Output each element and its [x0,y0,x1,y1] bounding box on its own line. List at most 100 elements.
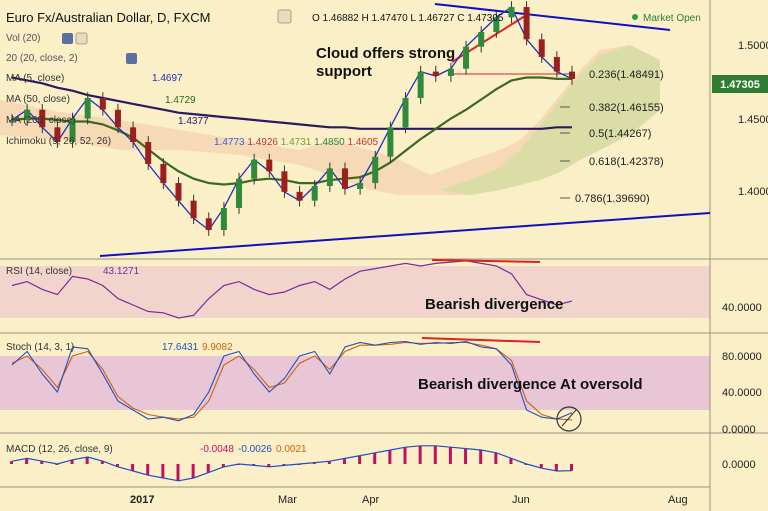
stoch-d-line [11,341,573,421]
candle-body [357,183,364,189]
macd-histogram-bar [433,445,437,464]
candle-body [236,178,243,208]
candle-body [341,168,348,189]
macd-histogram-bar [388,450,392,464]
candle-body [523,7,530,40]
legend-bb: 20 (20, close, 2) [6,53,78,64]
ichimoku-value: 1.4926 [245,137,279,148]
macd-histogram-bar [539,464,543,469]
macd-histogram-bar [418,445,422,464]
macd-histogram-bar [252,464,256,466]
macd-histogram-bar [70,459,74,464]
oversold-marker-arrow [561,409,577,427]
settings-icon[interactable] [62,33,73,44]
macd-histogram-bar [479,450,483,464]
price-tick: 1.50000 [738,40,768,52]
macd-histogram-bar [131,464,135,471]
current-price-tag [712,75,768,93]
candle-body [311,186,318,201]
macd-line [11,445,573,482]
current-price: 1.47305 [720,79,760,91]
candle-body [402,98,409,128]
rsi-line [11,260,573,319]
candle-body [24,109,31,120]
rsi-value: 43.1271 [103,266,140,277]
candle-body [553,56,560,72]
time-tick: Jun [512,494,530,506]
settings-icon[interactable] [126,53,137,64]
annotation-stoch-divergence: Bearish divergence [418,376,556,393]
candle-body [114,109,121,128]
ichimoku-value: 1.4731 [278,137,312,148]
candles [9,1,575,236]
stoch-axis-tick: 40.0000 [722,387,762,399]
stoch-d-value: 9.9082 [202,342,233,353]
candle-body [84,98,91,119]
macd-histogram-bar [25,458,29,464]
price-tick: 1.40000 [738,186,768,198]
macd-histogram-bar [40,461,44,464]
time-axis: 2017 Mar Apr Jun Aug [130,494,688,506]
price-axis: 1.50000 1.45000 1.40000 [738,40,768,198]
stoch-k-value: 17.6431 [162,342,199,353]
stoch-label: Stoch (14, 3, 1) [6,342,74,353]
macd-histogram-bar [221,464,225,467]
rsi-axis-tick: 40.0000 [722,302,762,314]
divergence-stoch-line [421,337,541,343]
legend-ichimoku: Ichimoku (9, 26, 52, 26) [6,136,111,147]
macd-histogram-bar [100,461,104,464]
macd-histogram-bar [554,464,558,471]
macd-histogram-bar [115,464,119,467]
macd-histogram-bar [327,461,331,464]
eye-icon[interactable] [277,9,292,24]
candle-body [281,171,288,192]
candle-body [387,127,394,157]
candle-body [493,17,500,32]
fib-labels: 0.236(1.48491) 0.382(1.46155) 0.5(1.4426… [575,69,664,205]
stoch-k-line [11,341,573,422]
candle-body [447,68,454,76]
fib-label: 0.5(1.44267) [589,128,651,140]
header: Euro Fx/Australian Dollar, D, FXCM O 1.4… [6,9,701,25]
macd-histogram-bar [342,458,346,464]
fib-label: 0.786(1.39690) [575,193,650,205]
annotation-cloud-line1: Cloud offers strong [316,45,455,62]
macd-histogram-bar [191,464,195,478]
candle-body [569,71,575,79]
candle-body [205,218,212,230]
candle-body [190,200,197,219]
candle-body [296,191,303,201]
ichimoku-value: 1.4850 [311,137,345,148]
candle-body [54,127,61,142]
macd-pane[interactable] [0,434,710,486]
macd-histogram-bar [176,464,180,481]
chart-title: Euro Fx/Australian Dollar, D, FXCM [6,10,210,25]
annotation-oversold: At oversold [560,376,643,393]
time-tick: 2017 [130,494,154,506]
stoch-axis-tick: 80.0000 [722,351,762,363]
macd-histogram-bar [524,464,528,465]
macd-axis-tick: 0.0000 [722,459,756,471]
candle-body [175,183,182,201]
candle-body [372,156,379,184]
macd-histogram-bar [161,464,165,478]
macd-histogram-bar [373,452,377,464]
legend-ma200: MA (200, close) [6,115,75,126]
oversold-marker [556,406,582,432]
price-tick: 1.45000 [738,114,768,126]
legend-vol: Vol (20) [6,33,40,44]
macd-histogram-bar [494,452,498,464]
resistance-trendline [434,3,671,31]
ichimoku-value: 1.4773 [214,137,245,148]
eye-icon[interactable] [75,32,88,45]
macd-histogram-bar [509,458,513,464]
legend-ma50-value: 1.4729 [165,95,196,106]
macd-histogram-bar [403,447,407,464]
macd-histogram-bar [570,464,573,471]
candle-body [220,208,227,230]
candle-body [417,71,424,98]
ma50-line [11,76,572,186]
macd-histogram-bar [267,464,271,467]
market-status: Market Open [643,13,701,24]
